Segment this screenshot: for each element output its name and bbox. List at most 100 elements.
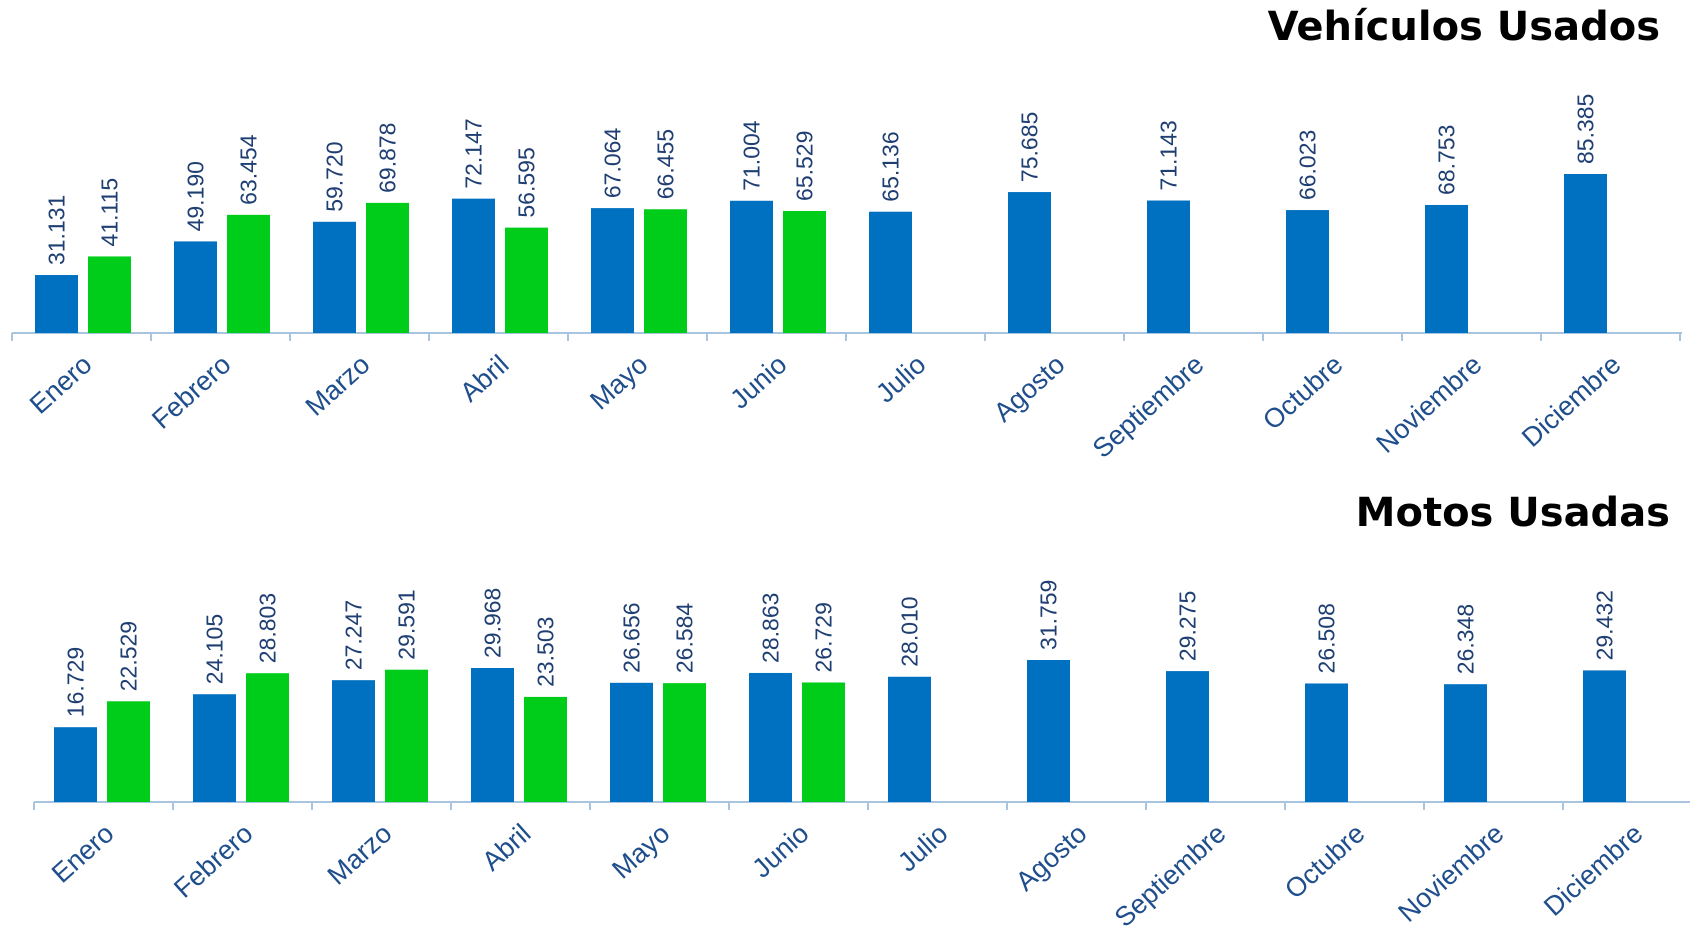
data-label: 66.455 <box>653 129 679 199</box>
category-label: Enero <box>24 349 98 420</box>
bar-enero-series-1 <box>35 275 78 333</box>
bar-junio-series-1 <box>730 200 773 333</box>
bar-mayo-series-1 <box>591 208 634 333</box>
bar-febrero-series-2 <box>227 214 270 333</box>
data-label: 67.064 <box>600 128 626 199</box>
category-label: Mayo <box>606 818 675 884</box>
data-label: 59.720 <box>322 141 348 211</box>
bar-mayo-series-2 <box>644 209 687 333</box>
data-label: 68.753 <box>1434 125 1460 195</box>
category-label: Abril <box>476 818 536 876</box>
data-label: 69.878 <box>375 123 401 193</box>
data-label: 31.131 <box>44 195 70 265</box>
data-label: 26.508 <box>1314 603 1340 673</box>
data-label: 71.143 <box>1156 120 1182 190</box>
bar-marzo-series-2 <box>385 669 428 802</box>
category-label: Agosto <box>1010 818 1093 897</box>
chart-title-vehiculos: Vehículos Usados <box>1267 4 1660 50</box>
data-label: 29.275 <box>1175 591 1201 661</box>
bar-octubre-series-1 <box>1286 210 1329 333</box>
data-label: 75.685 <box>1017 112 1043 182</box>
data-label: 16.729 <box>63 647 89 717</box>
bar-enero-series-2 <box>88 256 131 333</box>
category-label: Noviembre <box>1370 349 1487 459</box>
chart-1: 16.729 24.105 27.247 29.968 26.656 28.863 28.0… <box>33 580 1690 933</box>
category-label: Noviembre <box>1392 818 1509 928</box>
category-label: Diciembre <box>1538 818 1648 922</box>
data-label: 85.385 <box>1573 94 1599 164</box>
data-label: 27.247 <box>341 600 367 670</box>
category-label: Octubre <box>1279 818 1370 905</box>
category-label: Septiembre <box>1109 818 1232 933</box>
bar-febrero-series-2 <box>246 673 289 802</box>
data-label: 26.584 <box>672 603 698 674</box>
bar-enero-series-2 <box>107 701 150 802</box>
bar-agosto-series-1 <box>1027 660 1070 802</box>
data-label: 31.759 <box>1036 580 1062 650</box>
category-label: Enero <box>46 818 120 889</box>
category-label: Octubre <box>1257 349 1348 436</box>
data-label: 65.529 <box>792 131 818 201</box>
bar-diciembre-series-1 <box>1583 670 1626 802</box>
bar-abril-series-1 <box>471 668 514 802</box>
chart-title-motos: Motos Usadas <box>1355 490 1670 536</box>
data-label: 28.803 <box>255 593 281 663</box>
category-label: Marzo <box>322 818 398 890</box>
bar-marzo-series-1 <box>313 221 356 333</box>
data-label: 28.863 <box>758 593 784 663</box>
data-label: 24.105 <box>202 614 228 684</box>
category-label: Febrero <box>168 818 258 904</box>
bar-agosto-series-1 <box>1008 192 1051 333</box>
bar-mayo-series-2 <box>663 683 706 802</box>
bar-febrero-series-1 <box>193 694 236 802</box>
bar-junio-series-2 <box>802 682 845 802</box>
bar-julio-series-1 <box>888 676 931 802</box>
bar-enero-series-1 <box>54 727 97 802</box>
category-label: Marzo <box>300 349 376 421</box>
data-label: 66.023 <box>1295 130 1321 200</box>
data-label: 49.190 <box>183 161 209 231</box>
category-label: Junio <box>724 349 792 414</box>
bar-junio-series-2 <box>783 210 826 333</box>
bar-noviembre-series-1 <box>1444 684 1487 802</box>
category-label: Septiembre <box>1087 349 1210 464</box>
data-label: 22.529 <box>116 621 142 691</box>
data-label: 41.115 <box>97 178 123 247</box>
data-label: 72.147 <box>461 118 487 188</box>
bar-octubre-series-1 <box>1305 683 1348 802</box>
bar-abril-series-1 <box>452 198 495 333</box>
category-label: Julio <box>870 349 931 408</box>
data-label: 26.348 <box>1453 604 1479 674</box>
bar-abril-series-2 <box>505 227 548 333</box>
category-label: Febrero <box>146 349 236 435</box>
data-label: 29.968 <box>480 588 506 658</box>
bar-mayo-series-1 <box>610 682 653 802</box>
category-label: Diciembre <box>1516 349 1626 453</box>
bar-septiembre-series-1 <box>1147 200 1190 333</box>
data-label: 28.010 <box>897 596 923 666</box>
chart-0: 31.131 49.190 59.720 72.147 67.064 71.004 65.1… <box>11 94 1682 464</box>
data-label: 71.004 <box>739 120 765 191</box>
data-label: 26.729 <box>811 602 837 672</box>
data-label: 26.656 <box>619 602 645 672</box>
data-label: 56.595 <box>514 147 540 217</box>
category-label: Junio <box>746 818 814 883</box>
category-label: Julio <box>892 818 953 877</box>
bar-marzo-series-1 <box>332 680 375 802</box>
category-label: Mayo <box>584 349 653 415</box>
data-label: 63.454 <box>236 134 262 205</box>
bar-septiembre-series-1 <box>1166 671 1209 802</box>
category-label: Agosto <box>988 349 1071 428</box>
bar-julio-series-1 <box>869 211 912 333</box>
bar-febrero-series-1 <box>174 241 217 333</box>
bar-noviembre-series-1 <box>1425 204 1468 333</box>
bar-diciembre-series-1 <box>1564 174 1607 333</box>
bar-abril-series-2 <box>524 696 567 802</box>
data-label: 29.432 <box>1592 590 1618 660</box>
data-label: 29.591 <box>394 589 420 659</box>
bar-marzo-series-2 <box>366 202 409 333</box>
data-label: 23.503 <box>533 617 559 687</box>
category-label: Abril <box>454 349 514 407</box>
data-label: 65.136 <box>878 131 904 201</box>
